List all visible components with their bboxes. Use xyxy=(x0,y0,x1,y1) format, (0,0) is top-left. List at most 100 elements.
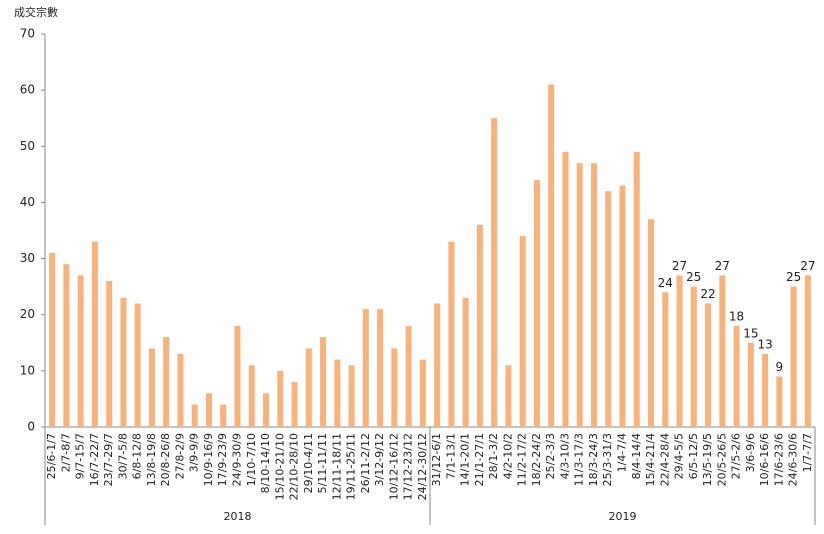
x-tick-label: 1/4-7/4 xyxy=(616,433,629,472)
x-tick-label: 7/1-13/1 xyxy=(444,433,457,479)
y-axis-title: 成交宗數 xyxy=(14,5,58,19)
x-tick-label: 29/4-5/5 xyxy=(673,433,686,479)
bar xyxy=(362,309,369,427)
bar xyxy=(676,275,683,427)
group-label: 2019 xyxy=(609,510,637,523)
bar xyxy=(305,348,312,427)
value-label: 27 xyxy=(672,259,687,273)
value-label: 27 xyxy=(800,259,815,273)
x-tick-label: 8/4-14/4 xyxy=(630,433,643,479)
x-tick-label: 22/4-28/4 xyxy=(658,433,671,486)
bar xyxy=(662,292,669,427)
value-label: 18 xyxy=(729,309,744,323)
bar xyxy=(690,286,697,427)
x-tick-label: 17/6-23/6 xyxy=(772,433,785,486)
bar xyxy=(205,393,212,427)
y-tick-label: 60 xyxy=(20,83,35,97)
x-tick-label: 19/11-25/11 xyxy=(345,433,358,500)
bar xyxy=(391,348,398,427)
bar xyxy=(49,252,56,427)
bar xyxy=(91,241,98,427)
bar xyxy=(548,84,555,428)
bar xyxy=(120,297,127,427)
bar xyxy=(291,382,298,427)
x-tick-label: 1/10-7/10 xyxy=(245,433,258,486)
x-tick-label: 10/6-16/6 xyxy=(758,433,771,486)
x-tick-label: 4/3-10/3 xyxy=(558,433,571,479)
bar xyxy=(576,163,583,427)
value-label: 24 xyxy=(658,276,673,290)
bar xyxy=(505,365,512,427)
x-tick-label: 9/7-15/7 xyxy=(74,433,87,479)
bar xyxy=(476,224,483,427)
x-tick-label: 18/3-24/3 xyxy=(587,433,600,486)
bar xyxy=(605,191,612,427)
x-tick-label: 13/8-19/8 xyxy=(145,433,158,486)
x-tick-label: 18/2-24/2 xyxy=(530,433,543,486)
x-tick-label: 25/3-31/3 xyxy=(601,433,614,486)
value-label: 25 xyxy=(786,270,801,284)
x-tick-label: 29/10-4/11 xyxy=(302,433,315,493)
bar xyxy=(462,297,469,427)
x-tick-label: 26/11-2/12 xyxy=(359,433,372,493)
x-tick-label: 24/12-30/12 xyxy=(416,433,429,500)
x-tick-label: 8/10-14/10 xyxy=(259,433,272,493)
bar xyxy=(334,359,341,427)
bar xyxy=(491,118,498,427)
bar xyxy=(434,303,441,427)
bar xyxy=(377,309,384,427)
bar xyxy=(191,404,198,427)
x-tick-label: 20/8-26/8 xyxy=(159,433,172,486)
bar xyxy=(790,286,797,427)
bar xyxy=(234,325,241,427)
bar xyxy=(648,219,655,427)
x-tick-label: 27/5-2/6 xyxy=(730,433,743,479)
x-tick-label: 3/6-9/6 xyxy=(744,433,757,472)
x-tick-label: 12/11-18/11 xyxy=(330,433,343,500)
bar xyxy=(148,348,155,427)
x-tick-label: 13/5-19/5 xyxy=(701,433,714,486)
bar xyxy=(405,325,412,427)
x-tick-label: 25/2-3/3 xyxy=(544,433,557,479)
bar xyxy=(633,151,640,427)
bar xyxy=(248,365,255,427)
x-tick-label: 6/5-12/5 xyxy=(687,433,700,479)
y-tick-label: 50 xyxy=(20,139,35,153)
y-tick-label: 20 xyxy=(20,307,35,321)
x-tick-label: 31/12-6/1 xyxy=(430,433,443,486)
x-tick-label: 11/2-17/2 xyxy=(516,433,529,486)
x-tick-label: 10/12-16/12 xyxy=(387,433,400,500)
value-label: 27 xyxy=(715,259,730,273)
bar xyxy=(163,337,170,427)
value-label: 9 xyxy=(776,360,784,374)
bar xyxy=(804,275,811,427)
bar xyxy=(776,376,783,427)
bar xyxy=(762,354,769,427)
x-tick-label: 1/7-7/7 xyxy=(801,433,814,472)
x-tick-label: 17/12-23/12 xyxy=(402,433,415,500)
bar xyxy=(533,179,540,427)
x-tick-label: 23/7-29/7 xyxy=(102,433,115,486)
x-tick-label: 3/9-9/9 xyxy=(188,433,201,472)
y-tick-label: 70 xyxy=(20,27,35,41)
x-tick-label: 3/12-9/12 xyxy=(373,433,386,486)
x-tick-label: 2/7-8/7 xyxy=(59,433,72,472)
bar xyxy=(263,393,270,427)
bar xyxy=(277,370,284,427)
bar xyxy=(747,342,754,427)
bar xyxy=(220,404,227,427)
bar xyxy=(590,163,597,427)
x-tick-label: 24/6-30/6 xyxy=(787,433,800,486)
bar xyxy=(448,241,455,427)
x-tick-label: 4/2-10/2 xyxy=(501,433,514,479)
x-tick-label: 11/3-17/3 xyxy=(573,433,586,486)
x-tick-label: 6/8-12/8 xyxy=(131,433,144,479)
value-label: 13 xyxy=(757,338,772,352)
bar xyxy=(177,354,184,427)
x-tick-label: 20/5-26/5 xyxy=(715,433,728,486)
group-label: 2018 xyxy=(224,510,252,523)
value-label: 15 xyxy=(743,326,758,340)
x-tick-label: 22/10-28/10 xyxy=(288,433,301,500)
